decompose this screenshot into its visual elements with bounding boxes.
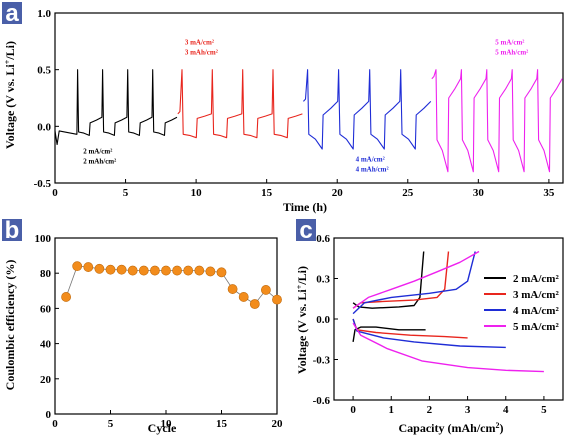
panel-c-xtick-label: 3 (465, 404, 471, 416)
panel-c-xtick-label: 2 (427, 404, 433, 416)
panel-a-xtick-label: 10 (191, 187, 203, 199)
panel-b-xtick-label: 10 (161, 418, 173, 430)
panel-b-point (72, 261, 83, 272)
panel-c-plot: 0 1 2 3 4 5 -0.6 -0.3 0.0 0.3 0.6 2 mA/cm² 3 mA/cm² 4… (313, 233, 564, 416)
panel-c-legend-label: 3 mA/cm² (513, 289, 559, 301)
panel-a-annotation: 5 mAh/cm² (495, 49, 528, 57)
panel-b-ytick-label: 100 (35, 233, 52, 245)
panel-b-ytick-label: 60 (40, 303, 52, 315)
panel-a-annotation: 4 mA/cm² (356, 155, 385, 163)
panel-c-frame (333, 237, 564, 401)
panel-b-point (227, 284, 238, 294)
panel-a-letter: a (5, 0, 19, 27)
panel-b-point (205, 266, 216, 277)
panel-b-point (105, 264, 116, 275)
panel-b-ytick-label: 0 (46, 409, 52, 421)
panel-b-point (260, 285, 271, 295)
panel-b-point (172, 265, 182, 276)
panel-c-legend-label: 2 mA/cm² (513, 273, 559, 285)
panel-c-ytick-label: 0.3 (316, 274, 330, 286)
panel-a-annotation: 5 mA/cm² (495, 39, 524, 47)
panel-a-annotation: 4 mAh/cm² (356, 165, 389, 173)
panel-b-ylabel: Coulombic efficiency (%) (3, 260, 17, 391)
panel-b-point (194, 265, 205, 276)
panel-b-point (61, 292, 71, 302)
panel-c-series-4-discharge (352, 322, 544, 373)
panel-b-point (149, 265, 160, 276)
panel-a-series-2 (177, 69, 303, 139)
panel-c-ylabel: Voltage (V vs. Li+/Li) (295, 266, 309, 374)
panel-a-xtick-label: 0 (52, 187, 58, 199)
panel-c-letter: c (299, 217, 312, 244)
panel-c-series-2-charge (352, 251, 450, 309)
panel-b-plot: 0 5 10 15 20 0 20 40 60 80 100 (35, 233, 284, 430)
panel-b-point (238, 292, 249, 302)
panel-c-xtick-label: 0 (350, 404, 356, 416)
panel-a-xtick-label: 20 (332, 187, 344, 199)
panel-c-series-1-charge (352, 251, 425, 309)
panel-c-series-3-charge (352, 251, 476, 315)
panel-c-xlabel: Capacity (mAh/cm2) (399, 421, 504, 435)
panel-a-xlabel: Time (h) (283, 200, 327, 214)
panel-b-point (138, 265, 149, 276)
panel-a-xtick-label: 15 (261, 187, 273, 199)
panel-a: a 0 5 10 15 20 25 30 35 -0.5 0.0 0.5 1.0 2 mA/cm² 2 m… (2, 0, 564, 214)
panel-a-xtick-label: 30 (473, 187, 485, 199)
panel-a-ylabel: Voltage (V vs. Li+/Li) (3, 41, 17, 149)
panel-a-annotation: 2 mA/cm² (83, 148, 112, 156)
panel-a-ytick-label: 0.5 (37, 65, 51, 77)
panel-a-xtick-label: 35 (543, 187, 555, 199)
panel-c-series-1-discharge (352, 326, 426, 343)
panel-a-xtick-label: 5 (123, 187, 129, 199)
panel-b-point (183, 265, 194, 276)
panel-c-ytick-label: -0.6 (313, 395, 331, 407)
panel-a-annotation: 3 mA/cm² (185, 39, 214, 47)
panel-a-series-3 (302, 69, 432, 150)
panel-c-ytick-label: -0.3 (313, 355, 331, 367)
panel-a-annotation: 3 mAh/cm² (185, 49, 218, 57)
panel-b-ytick-label: 20 (40, 374, 52, 386)
panel-c-xtick-label: 5 (541, 404, 547, 416)
panel-b-letter: b (5, 217, 20, 244)
panel-b: b 0 5 10 15 20 0 20 40 60 80 100 Cycle Coulombic e… (2, 217, 283, 435)
panel-c-xtick-label: 4 (503, 404, 509, 416)
panel-c-series-4-charge (352, 250, 480, 309)
panel-c-ytick-label: 0.6 (316, 233, 330, 245)
panel-b-point (161, 265, 171, 276)
panel-b-point (272, 294, 282, 305)
panel-b-point (249, 299, 260, 309)
panel-a-plot: 0 5 10 15 20 25 30 35 -0.5 0.0 0.5 1.0 2 mA/cm² 2 mAh… (34, 8, 564, 199)
panel-a-ytick-label: -0.5 (34, 178, 52, 190)
panel-b-ytick-label: 40 (40, 339, 52, 351)
panel-b-xtick-label: 15 (216, 418, 228, 430)
panel-b-point (127, 265, 138, 276)
panel-b-xtick-label: 20 (272, 418, 284, 430)
panel-b-point (216, 267, 227, 278)
panel-a-frame (54, 12, 564, 184)
panel-a-xtick-label: 25 (402, 187, 414, 199)
panel-c: c 0 1 2 3 4 5 -0.6 -0.3 0.0 0.3 0.6 2 mA/cm² 3 mA/cm… (295, 217, 564, 435)
panel-c-legend-label: 5 mA/cm² (513, 321, 559, 333)
panel-c-legend-label: 4 mA/cm² (513, 305, 559, 317)
panel-b-xtick-label: 5 (108, 418, 114, 430)
panel-b-ytick-label: 80 (40, 268, 52, 280)
panel-a-ytick-label: 0.0 (37, 121, 51, 133)
panel-b-xtick-label: 0 (52, 418, 58, 430)
panel-c-ytick-label: 0.0 (316, 314, 330, 326)
panel-a-annotation: 2 mAh/cm² (83, 158, 116, 166)
panel-b-point (83, 262, 94, 272)
panel-c-xtick-label: 1 (389, 404, 395, 416)
panel-a-series-1 (54, 69, 178, 146)
panel-b-point (116, 264, 127, 275)
panel-b-point (94, 263, 105, 274)
panel-a-ytick-label: 1.0 (37, 8, 51, 20)
panel-a-series-4 (431, 69, 563, 173)
panel-b-xlabel: Cycle (148, 421, 177, 435)
